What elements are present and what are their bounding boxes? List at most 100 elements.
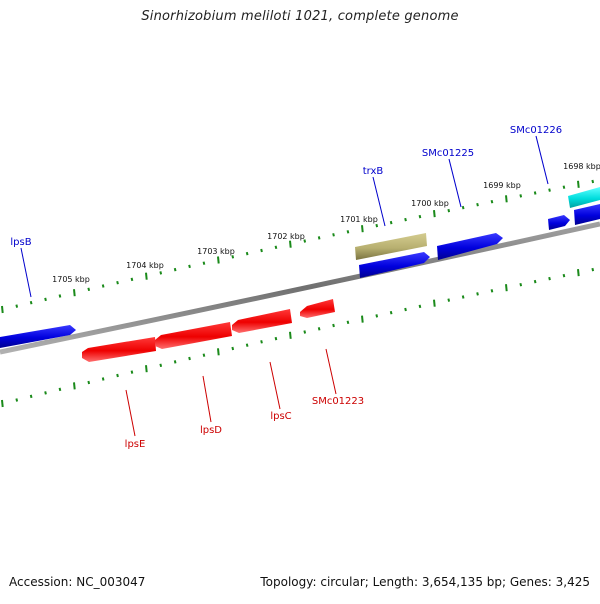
kbp-label-1699: 1699 kbp — [483, 181, 521, 190]
forward-track-tick — [87, 287, 91, 292]
reverse-track-tick — [44, 391, 47, 395]
gene-arrow-small-forward[interactable] — [548, 215, 570, 230]
forward-track-tick — [44, 297, 47, 302]
forward-track-tick — [116, 280, 119, 285]
reverse-track-tick — [418, 304, 422, 309]
reverse-track-tick — [1, 399, 4, 408]
kbp-label-1704: 1704 kbp — [126, 261, 164, 270]
kbp-label-1698: 1698 kbp — [563, 162, 600, 171]
leader-lpsE — [125, 389, 136, 437]
gene-arrow-SMc01223[interactable] — [300, 299, 335, 318]
reverse-track-tick — [173, 360, 177, 364]
forward-track-tick — [217, 256, 220, 264]
forward-track-tick — [145, 272, 148, 280]
gene-arrow-trxB[interactable] — [355, 233, 427, 260]
leader-lpsD — [202, 375, 212, 423]
reverse-track-tick — [29, 394, 33, 399]
reverse-track-tick — [116, 373, 119, 378]
gene-label-lpsC: lpsC — [270, 411, 291, 422]
topology-text: Topology: circular; Length: 3,654,135 bp… — [260, 575, 590, 589]
forward-track-tick — [418, 214, 422, 219]
reverse-track-tick — [101, 377, 105, 381]
gene-label-SMc01225: SMc01225 — [422, 148, 474, 159]
forward-track-tick — [245, 251, 249, 256]
leader-lpsC — [269, 361, 281, 410]
forward-track-tick — [490, 199, 494, 204]
gene-label-lpsB: lpsB — [10, 237, 31, 248]
leader-trxB — [372, 176, 386, 227]
kbp-label-1703: 1703 kbp — [197, 247, 235, 256]
gene-label-SMc01226: SMc01226 — [510, 125, 562, 136]
label-leaders — [20, 135, 549, 437]
forward-track-tick — [447, 208, 451, 213]
gene-arrow-forward-edge[interactable] — [574, 204, 600, 225]
reverse-track-tick — [548, 276, 551, 281]
page-title: Sinorhizobium meliloti 1021, complete ge… — [141, 9, 459, 24]
gene-labels: lpsB trxB SMc01225 SMc01226 lpsE lpsD lp… — [10, 125, 562, 450]
forward-track-tick — [375, 223, 379, 228]
forward-track-tick — [15, 304, 19, 308]
forward-track-tick — [58, 294, 62, 298]
reverse-track-tick — [404, 307, 407, 312]
forward-track-tick — [476, 202, 479, 207]
leader-lpsB — [20, 247, 32, 298]
reverse-track-tick — [130, 370, 134, 374]
gene-arrow-lpsB[interactable] — [0, 325, 76, 348]
reverse-track-tick — [361, 315, 364, 323]
forward-track-tick — [433, 210, 436, 218]
reverse-track-tick — [490, 289, 494, 293]
forward-track-tick — [361, 225, 364, 233]
forward-tick-track — [1, 179, 595, 314]
forward-track-tick — [332, 233, 335, 237]
reverse-track-tick — [73, 382, 76, 390]
reverse-track-tick — [505, 284, 508, 292]
forward-track-tick — [231, 255, 235, 259]
gene-arrow-cyan[interactable] — [568, 187, 600, 208]
genome-backbone — [0, 221, 600, 355]
forward-track-tick — [346, 230, 350, 234]
reverse-track-tick — [188, 356, 191, 361]
forward-track-tick — [289, 240, 292, 248]
forward-track-tick — [577, 180, 580, 188]
forward-track-tick — [505, 195, 508, 203]
gene-label-lpsD: lpsD — [200, 425, 222, 436]
reverse-track-tick — [433, 299, 436, 307]
reverse-track-tick — [447, 298, 451, 302]
gene-arrow-lpsD[interactable] — [155, 322, 232, 349]
gene-label-lpsE: lpsE — [125, 439, 146, 450]
forward-track-tick — [461, 205, 465, 210]
reverse-track-tick — [202, 353, 206, 357]
kbp-label-1702: 1702 kbp — [267, 232, 305, 241]
forward-track-tick — [260, 248, 263, 253]
reverse-track-tick — [461, 295, 465, 299]
forward-track-tick — [274, 245, 278, 250]
forward-track-tick — [389, 220, 393, 225]
kbp-label-1700: 1700 kbp — [411, 199, 449, 208]
forward-track-tick — [73, 289, 76, 297]
forward-track-tick — [562, 185, 566, 189]
kbp-label-1701: 1701 kbp — [340, 215, 378, 224]
kbp-label-1705: 1705 kbp — [52, 275, 90, 284]
reverse-track-tick — [533, 279, 537, 284]
reverse-track-tick — [303, 330, 307, 334]
leader-SMc01225 — [448, 158, 462, 208]
reverse-track-tick — [317, 327, 321, 331]
leader-SMc01223 — [325, 348, 337, 395]
gene-arrow-lpsE[interactable] — [82, 337, 156, 362]
gene-arrow-lpsC[interactable] — [232, 309, 292, 333]
gene-label-trxB: trxB — [363, 166, 384, 177]
reverse-genes — [82, 299, 335, 362]
reverse-track-tick — [217, 348, 220, 356]
reverse-track-tick — [145, 365, 148, 373]
forward-track-tick — [130, 277, 134, 282]
leader-SMc01226 — [535, 135, 549, 185]
forward-track-tick — [317, 236, 321, 240]
forward-track-tick — [533, 191, 537, 195]
forward-track-tick — [159, 271, 163, 275]
reverse-track-tick — [231, 346, 235, 351]
gene-arrow-SMc01224[interactable] — [359, 252, 430, 278]
gene-label-SMc01223: SMc01223 — [312, 396, 364, 407]
forward-track-tick — [519, 194, 523, 198]
gene-arrow-SMc01225[interactable] — [437, 233, 503, 260]
reverse-track-tick — [591, 267, 595, 272]
